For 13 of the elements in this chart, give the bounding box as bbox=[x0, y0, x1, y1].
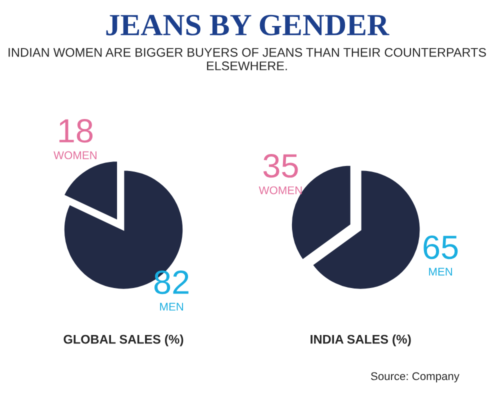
text: INDIAN WOMEN ARE BIGGER BUYERS OF JEANS THAN THEIR COUNTERPARTS ELSEWHERE. bbox=[8, 48, 486, 70]
data-label: 65 bbox=[424, 235, 458, 260]
slice-label: MEN bbox=[160, 302, 184, 311]
text: GLOBAL SALES (%) bbox=[64, 334, 184, 346]
chart-title: JEANS BY GENDER bbox=[106, 14, 390, 36]
slice-label: WOMEN bbox=[54, 151, 96, 160]
slice-label: MEN bbox=[429, 268, 452, 276]
data-label: 82 bbox=[154, 270, 188, 294]
data-label: 18 bbox=[59, 119, 93, 143]
slice-label: WOMEN bbox=[258, 186, 302, 194]
text: INDIA SALES (%) bbox=[310, 334, 411, 346]
source-note: Source: Company bbox=[371, 372, 460, 382]
data-label: 35 bbox=[263, 154, 298, 178]
